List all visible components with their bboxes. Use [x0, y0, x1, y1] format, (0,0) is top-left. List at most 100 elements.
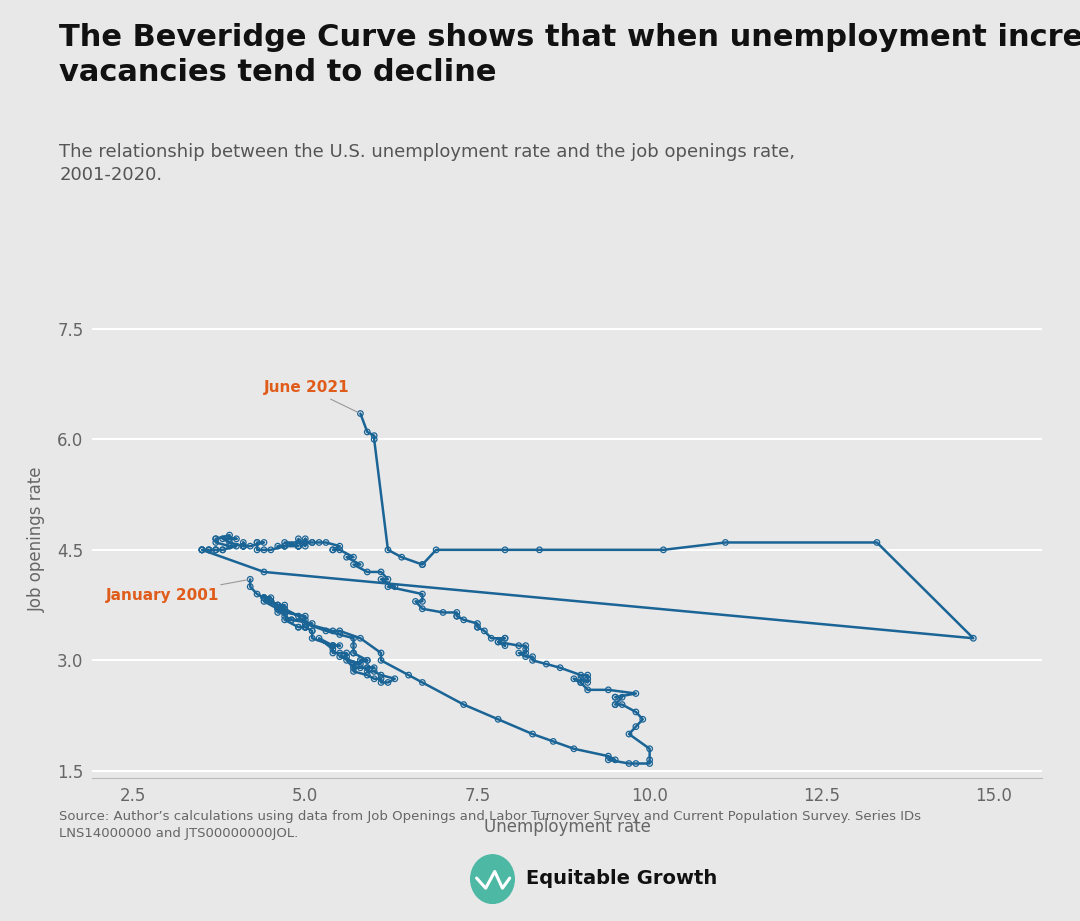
Point — [613, 690, 631, 705]
Point — [497, 542, 514, 557]
Point — [303, 535, 321, 550]
Point — [214, 531, 231, 546]
Point — [359, 653, 376, 668]
Point — [255, 542, 272, 557]
Y-axis label: Job openings rate: Job openings rate — [28, 466, 46, 612]
Point — [510, 638, 527, 653]
Point — [379, 542, 396, 557]
Point — [228, 539, 245, 554]
Point — [297, 620, 314, 635]
Point — [276, 539, 294, 554]
Point — [414, 601, 431, 616]
Point — [627, 705, 645, 719]
Point — [255, 590, 272, 605]
Point — [193, 542, 211, 557]
Point — [276, 539, 294, 554]
Point — [324, 642, 341, 657]
Point — [620, 727, 637, 741]
Point — [269, 539, 286, 554]
Point — [324, 638, 341, 653]
Point — [352, 653, 369, 668]
Point — [297, 609, 314, 624]
Point — [269, 598, 286, 612]
Point — [572, 675, 590, 690]
Point — [276, 612, 294, 627]
Point — [565, 671, 582, 686]
Point — [365, 660, 382, 675]
Point — [193, 542, 211, 557]
Point — [400, 668, 417, 682]
Point — [255, 590, 272, 605]
Point — [345, 638, 362, 653]
Point — [269, 601, 286, 616]
Point — [599, 682, 617, 697]
Point — [455, 612, 472, 627]
Point — [332, 638, 349, 653]
Point — [262, 594, 280, 609]
Point — [289, 539, 307, 554]
X-axis label: Unemployment rate: Unemployment rate — [484, 819, 650, 836]
Point — [565, 741, 582, 756]
Point — [207, 531, 225, 546]
Point — [214, 542, 231, 557]
Point — [517, 642, 535, 657]
Text: June 2021: June 2021 — [264, 380, 357, 413]
Point — [214, 542, 231, 557]
Point — [607, 690, 624, 705]
Point — [448, 609, 465, 624]
Point — [524, 653, 541, 668]
Point — [414, 587, 431, 601]
Point — [393, 550, 410, 565]
Point — [579, 668, 596, 682]
Point — [303, 616, 321, 631]
Point — [332, 542, 349, 557]
Point — [352, 557, 369, 572]
Circle shape — [471, 855, 514, 904]
Point — [579, 671, 596, 686]
Point — [289, 539, 307, 554]
Point — [276, 598, 294, 612]
Point — [572, 675, 590, 690]
Point — [324, 624, 341, 638]
Point — [530, 542, 548, 557]
Point — [248, 542, 266, 557]
Point — [599, 749, 617, 764]
Point — [524, 727, 541, 741]
Point — [276, 609, 294, 624]
Point — [234, 539, 252, 554]
Point — [262, 594, 280, 609]
Point — [538, 657, 555, 671]
Point — [234, 539, 252, 554]
Point — [269, 598, 286, 612]
Point — [469, 620, 486, 635]
Point — [373, 675, 390, 690]
Point — [359, 664, 376, 679]
Point — [289, 539, 307, 554]
Point — [276, 601, 294, 616]
Point — [276, 605, 294, 620]
Point — [234, 539, 252, 554]
Point — [414, 594, 431, 609]
Point — [365, 664, 382, 679]
Point — [310, 631, 327, 646]
Point — [310, 535, 327, 550]
Point — [276, 605, 294, 620]
Point — [373, 671, 390, 686]
Point — [607, 690, 624, 705]
Point — [297, 539, 314, 554]
Point — [255, 590, 272, 605]
Point — [572, 671, 590, 686]
Point — [276, 605, 294, 620]
Point — [289, 609, 307, 624]
Point — [255, 535, 272, 550]
Point — [297, 535, 314, 550]
Point — [262, 594, 280, 609]
Point — [475, 624, 492, 638]
Point — [303, 624, 321, 638]
Point — [269, 598, 286, 612]
Point — [248, 535, 266, 550]
Point — [303, 631, 321, 646]
Point — [289, 539, 307, 554]
Point — [717, 535, 734, 550]
Point — [345, 660, 362, 675]
